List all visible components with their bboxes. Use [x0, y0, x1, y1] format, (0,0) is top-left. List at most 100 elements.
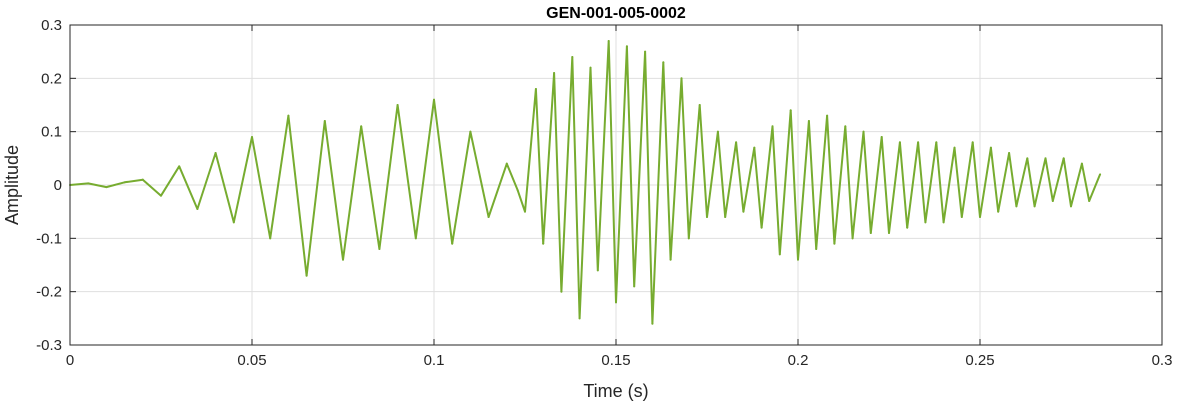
data-point	[1033, 205, 1036, 208]
data-point	[269, 237, 272, 240]
data-point	[997, 210, 1000, 213]
data-point	[687, 237, 690, 240]
data-point	[742, 210, 745, 213]
data-point	[844, 125, 847, 128]
data-point	[160, 194, 162, 197]
chart-title: GEN-001-005-0002	[546, 5, 686, 22]
data-point	[826, 114, 829, 117]
data-point	[924, 221, 927, 224]
data-point	[644, 50, 647, 53]
data-point	[753, 146, 756, 149]
data-point	[1015, 205, 1018, 208]
data-point	[615, 301, 617, 304]
data-point	[880, 136, 883, 138]
data-point	[716, 130, 719, 133]
y-tick-label: -0.1	[36, 230, 62, 247]
data-point	[1088, 200, 1091, 202]
x-tick-label: 0.25	[965, 352, 994, 369]
data-point	[971, 141, 974, 144]
data-point	[669, 258, 672, 261]
data-point	[698, 104, 701, 106]
data-point	[105, 186, 108, 189]
data-point	[141, 178, 144, 181]
data-point	[789, 109, 792, 112]
data-point	[724, 216, 727, 218]
data-point	[214, 152, 217, 154]
data-point	[1008, 152, 1011, 154]
data-point	[633, 285, 636, 288]
tick-labels: 0 0.05 0.1 0.15 0.2 0.25 0.3 -0.3 -0.2 -0.1 0 0.1 0.…	[36, 17, 1172, 369]
data-point	[305, 274, 308, 277]
data-point	[815, 248, 818, 250]
data-point	[396, 104, 399, 106]
data-point	[232, 221, 235, 224]
x-tick-label: 0.15	[601, 352, 630, 369]
data-point	[360, 125, 363, 128]
series-layer	[69, 40, 1102, 325]
data-point	[524, 210, 526, 213]
data-point	[1051, 200, 1054, 202]
data-point	[287, 114, 290, 117]
data-point	[469, 130, 472, 133]
data-point	[862, 130, 865, 133]
y-tick-label: 0.1	[41, 124, 62, 141]
data-point	[625, 45, 628, 48]
x-tick-label: 0.05	[237, 352, 266, 369]
data-point	[323, 120, 326, 122]
x-tick-label: 0.3	[1152, 352, 1173, 369]
data-point	[607, 40, 610, 42]
x-tick-label: 0.1	[424, 352, 445, 369]
data-point	[1044, 157, 1047, 160]
data-point	[433, 98, 435, 101]
series-line	[69, 40, 1102, 325]
data-point	[807, 120, 810, 122]
data-point	[869, 232, 872, 234]
data-point	[342, 258, 344, 261]
data-point	[451, 242, 454, 245]
data-point	[251, 136, 253, 138]
data-point	[1099, 173, 1102, 176]
data-point	[778, 253, 781, 256]
data-point	[553, 72, 556, 74]
data-point	[662, 61, 665, 64]
data-point	[851, 237, 854, 240]
data-point	[1026, 157, 1029, 160]
y-axis-label: Amplitude	[2, 145, 22, 225]
data-point	[706, 216, 708, 218]
data-point	[571, 56, 574, 58]
data-point	[651, 322, 654, 325]
y-tick-label: -0.2	[36, 284, 62, 301]
data-point	[917, 141, 920, 144]
data-point	[953, 146, 956, 149]
data-point	[989, 146, 992, 149]
data-point	[516, 189, 519, 192]
data-point	[178, 165, 181, 168]
data-point	[680, 77, 683, 80]
data-point	[735, 141, 738, 144]
data-point	[123, 181, 126, 184]
data-point	[979, 216, 981, 218]
data-point	[87, 182, 90, 185]
data-point	[760, 226, 763, 229]
data-point	[935, 141, 938, 144]
data-point	[888, 232, 890, 234]
data-point	[589, 66, 592, 69]
y-tick-label: 0.2	[41, 70, 62, 87]
data-point	[1070, 205, 1072, 208]
y-tick-label: -0.3	[36, 337, 62, 354]
data-point	[1080, 162, 1083, 165]
x-tick-label: 0.2	[788, 352, 809, 369]
y-tick-label: 0.3	[41, 17, 62, 34]
data-point	[487, 216, 490, 218]
data-point	[505, 162, 508, 165]
data-point	[906, 226, 909, 229]
data-point	[534, 88, 537, 90]
data-point	[771, 125, 774, 128]
data-point	[797, 258, 799, 261]
x-axis-label: Time (s)	[583, 381, 648, 401]
data-point	[414, 237, 417, 240]
plot-frame	[69, 24, 1163, 346]
x-tick-label: 0	[66, 352, 74, 369]
